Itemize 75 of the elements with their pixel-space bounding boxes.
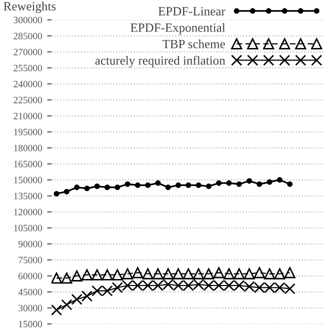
point xyxy=(132,267,144,278)
point xyxy=(54,190,60,197)
point xyxy=(142,268,154,280)
point xyxy=(175,182,182,188)
point xyxy=(182,268,194,280)
point xyxy=(74,184,80,190)
point xyxy=(61,299,72,310)
point xyxy=(112,269,123,280)
legend-label: acturely required inflation xyxy=(95,56,226,68)
point xyxy=(71,270,82,282)
point xyxy=(186,182,192,188)
point xyxy=(152,268,164,280)
point xyxy=(234,268,245,280)
point xyxy=(122,268,134,280)
point xyxy=(114,184,120,190)
point xyxy=(244,268,255,280)
y-tick-label: 195000 xyxy=(14,128,42,136)
point xyxy=(51,304,62,316)
point xyxy=(64,188,70,194)
y-tick-label: 225000 xyxy=(14,96,42,104)
point xyxy=(134,182,140,188)
y-tick-label: 300000 xyxy=(14,16,42,24)
point xyxy=(102,269,113,280)
y-tick-label: 120000 xyxy=(14,208,42,216)
y-axis-title: Reweights xyxy=(4,2,56,14)
y-tick-label: 255000 xyxy=(14,64,42,72)
y-tick-label: 60000 xyxy=(18,272,42,280)
point xyxy=(246,178,252,184)
point xyxy=(276,177,282,183)
y-tick-label: 105000 xyxy=(14,224,42,232)
point xyxy=(193,268,204,280)
point xyxy=(124,181,130,187)
point xyxy=(155,180,161,186)
point xyxy=(61,272,72,284)
point xyxy=(162,268,174,280)
point xyxy=(223,268,235,280)
point xyxy=(236,181,242,187)
y-tick-label: 165000 xyxy=(14,160,42,168)
legend-label: TBP scheme xyxy=(162,39,225,48)
y-tick-label: 210000 xyxy=(14,112,42,120)
y-tick-label: 75000 xyxy=(18,256,42,264)
point xyxy=(256,181,262,187)
point xyxy=(274,268,286,280)
point xyxy=(266,179,272,185)
point xyxy=(287,181,293,187)
y-tick-label: 15000 xyxy=(18,320,42,328)
point xyxy=(145,182,151,188)
y-tick-label: 150000 xyxy=(14,176,42,184)
point xyxy=(81,269,93,280)
y-tick-label: 45000 xyxy=(18,288,42,296)
point xyxy=(203,268,214,280)
point xyxy=(213,267,224,278)
point xyxy=(104,184,110,190)
point xyxy=(92,269,103,280)
y-tick-label: 270000 xyxy=(14,48,42,56)
point xyxy=(206,183,212,190)
y-tick-label: 180000 xyxy=(14,144,42,152)
y-tick-label: 285000 xyxy=(14,32,42,40)
y-tick-label: 30000 xyxy=(18,304,42,312)
legend-label: EPDF-Linear xyxy=(158,7,226,16)
point xyxy=(51,272,62,284)
point xyxy=(226,180,232,186)
point xyxy=(284,267,296,278)
text: EPDF-Exponential xyxy=(130,23,226,34)
point xyxy=(84,186,90,192)
point xyxy=(172,268,184,280)
y-tick-label: 135000 xyxy=(14,192,42,200)
point xyxy=(254,267,265,278)
point xyxy=(165,184,171,190)
point xyxy=(216,180,222,186)
y-tick-label: 90000 xyxy=(18,240,42,248)
y-tick-label: 240000 xyxy=(14,80,42,88)
point xyxy=(196,182,202,188)
point xyxy=(94,183,100,190)
point xyxy=(264,268,276,280)
